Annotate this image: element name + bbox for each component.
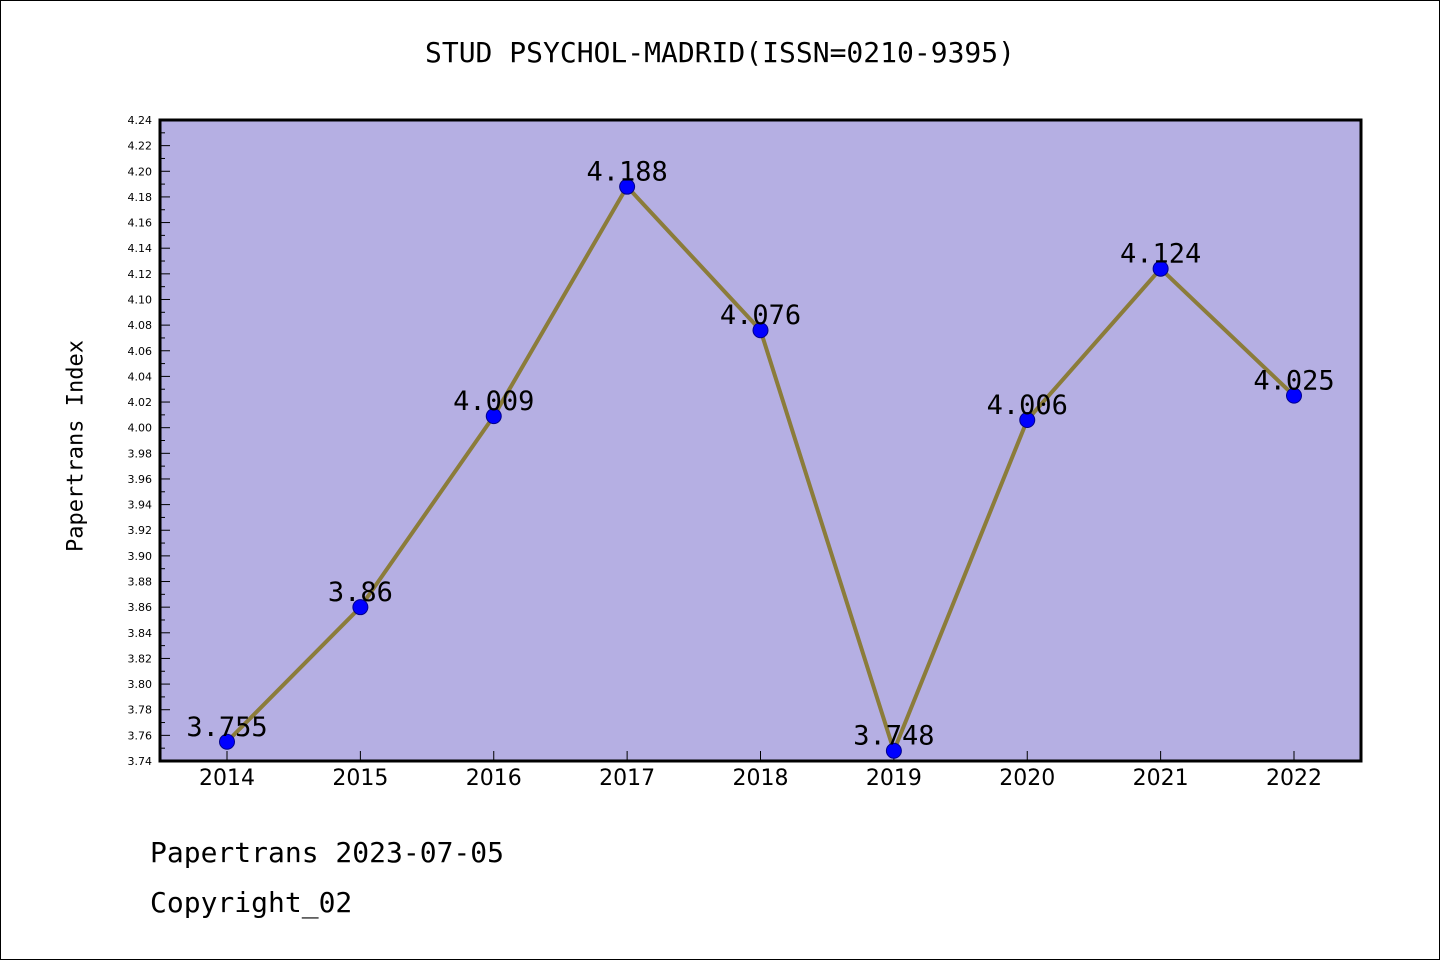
y-tick-label: 4.20 bbox=[128, 165, 153, 178]
x-tick-label: 2020 bbox=[999, 766, 1055, 791]
y-tick-label: 4.00 bbox=[128, 422, 153, 435]
data-point bbox=[352, 599, 369, 616]
y-tick-label: 4.06 bbox=[128, 345, 153, 358]
chart-title: STUD PSYCHOL-MADRID(ISSN=0210-9395) bbox=[424, 36, 1015, 69]
footer-copyright: Copyright_02 bbox=[150, 886, 353, 919]
x-tick-label: 2014 bbox=[199, 766, 255, 791]
y-tick-label: 4.12 bbox=[128, 268, 153, 281]
data-label: 3.755 bbox=[186, 712, 267, 743]
data-label: 4.124 bbox=[1120, 239, 1201, 270]
x-tick-label: 2016 bbox=[466, 766, 522, 791]
plot-border bbox=[158, 118, 1363, 763]
x-tick-label: 2017 bbox=[599, 766, 655, 791]
y-tick-label: 3.90 bbox=[128, 550, 153, 563]
y-tick-label: 4.04 bbox=[128, 370, 153, 383]
y-tick-label: 3.98 bbox=[128, 447, 153, 460]
data-label: 3.86 bbox=[328, 577, 393, 608]
x-axis-ticks: 2014 2015 2016 2017 2018 2019 2020 2021 2022 bbox=[199, 751, 1322, 791]
y-tick-label: 3.92 bbox=[128, 524, 153, 537]
y-tick-label: 4.08 bbox=[128, 319, 153, 332]
y-tick-label: 4.16 bbox=[128, 217, 153, 230]
x-tick-label: 2019 bbox=[866, 766, 922, 791]
y-tick-label: 3.94 bbox=[128, 499, 153, 512]
data-label: 4.076 bbox=[720, 300, 801, 331]
data-label: 4.025 bbox=[1253, 366, 1334, 397]
x-tick-label: 2021 bbox=[1133, 766, 1189, 791]
y-tick-label: 4.22 bbox=[128, 140, 153, 153]
y-tick-label: 3.86 bbox=[128, 601, 153, 614]
data-point bbox=[752, 322, 769, 339]
series-layer: 3.755 3.86 4.009 4.188 4.076 3.748 4.006 4.124 4… bbox=[186, 157, 1335, 759]
data-label: 4.188 bbox=[586, 157, 667, 188]
y-tick-label: 3.74 bbox=[128, 755, 153, 768]
y-tick-label: 3.88 bbox=[128, 576, 153, 589]
y-tick-label: 3.84 bbox=[128, 627, 153, 640]
y-tick-label: 4.18 bbox=[128, 191, 153, 204]
y-axis-ticks: 3.74 3.76 3.78 3.80 3.82 3.84 3.86 3.88 3.90 3.92… bbox=[128, 114, 170, 768]
plot-area bbox=[160, 120, 1361, 761]
x-tick-label: 2018 bbox=[733, 766, 789, 791]
y-tick-label: 3.96 bbox=[128, 473, 153, 486]
data-point bbox=[485, 408, 502, 425]
data-point bbox=[885, 742, 902, 759]
footer-date: Papertrans 2023-07-05 bbox=[150, 836, 505, 869]
data-label: 4.009 bbox=[453, 386, 534, 417]
y-tick-label: 4.10 bbox=[128, 293, 153, 306]
y-tick-label: 3.76 bbox=[128, 729, 153, 742]
y-tick-label: 4.14 bbox=[128, 242, 153, 255]
y-tick-label: 3.82 bbox=[128, 652, 153, 665]
y-tick-label: 4.02 bbox=[128, 396, 153, 409]
data-point bbox=[1152, 260, 1169, 277]
x-tick-label: 2015 bbox=[332, 766, 388, 791]
y-tick-label: 4.24 bbox=[128, 114, 153, 127]
y-tick-label: 3.78 bbox=[128, 704, 153, 717]
data-label: 4.006 bbox=[987, 390, 1068, 421]
data-point bbox=[1286, 387, 1302, 404]
data-point bbox=[219, 733, 235, 750]
x-tick-label: 2022 bbox=[1266, 766, 1322, 791]
data-point bbox=[619, 178, 636, 195]
data-label: 3.748 bbox=[853, 721, 934, 752]
y-tick-label: 3.80 bbox=[128, 678, 153, 691]
data-point bbox=[1019, 411, 1036, 428]
